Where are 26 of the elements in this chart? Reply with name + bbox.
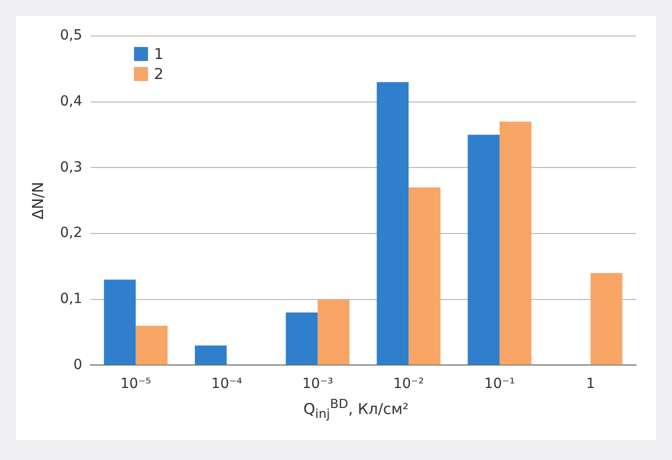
bar xyxy=(590,273,622,365)
bar xyxy=(468,134,500,365)
y-tick-label: 0 xyxy=(73,356,82,373)
y-tick-label: 0,5 xyxy=(60,28,82,44)
bar xyxy=(318,299,350,365)
x-tick-label: 10⁻⁴ xyxy=(211,376,242,392)
legend-label: 2 xyxy=(154,65,164,83)
x-axis-title: Q$_{inj}$$^{BD}$, Кл/см² xyxy=(302,396,410,421)
x-tick-label: 10⁻³ xyxy=(302,376,334,392)
y-tick-label: 0,4 xyxy=(60,93,82,110)
x-tick-label: 1 xyxy=(586,376,595,392)
bar xyxy=(104,280,136,365)
x-tick-label: 10⁻² xyxy=(393,376,424,392)
bar xyxy=(408,187,440,365)
x-tick-label: 10⁻¹ xyxy=(484,376,515,392)
y-axis-title: ΔN/N xyxy=(28,182,47,220)
bar xyxy=(194,345,227,365)
y-tick-label: 0,3 xyxy=(60,159,82,176)
bar xyxy=(136,326,168,365)
bar xyxy=(376,82,409,365)
y-tick-label: 0,2 xyxy=(60,225,82,242)
bar xyxy=(286,312,318,365)
bar xyxy=(500,122,532,365)
y-tick-label: 0,1 xyxy=(60,291,82,307)
legend-label: 1 xyxy=(154,45,164,63)
x-tick-label: 10⁻⁵ xyxy=(120,376,152,392)
